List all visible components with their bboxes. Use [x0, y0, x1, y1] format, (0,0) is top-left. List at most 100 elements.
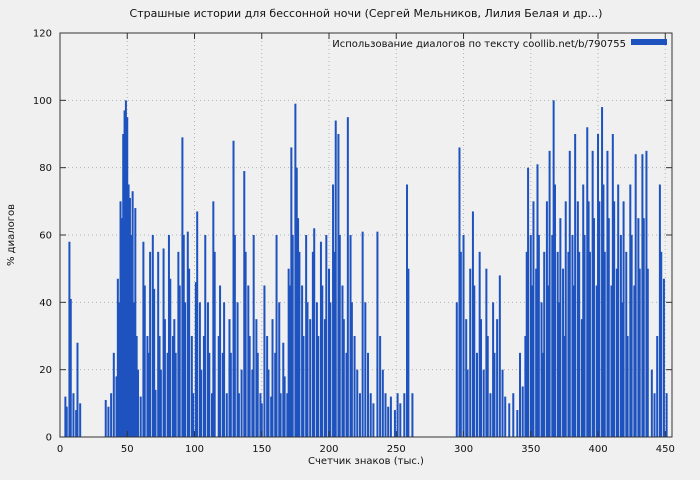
bar — [602, 184, 605, 437]
bar — [107, 406, 110, 437]
bar — [243, 171, 246, 438]
bar — [574, 134, 577, 437]
bar — [325, 235, 328, 437]
bar — [349, 235, 352, 437]
bar — [364, 302, 367, 437]
bar — [232, 140, 235, 437]
bar — [381, 369, 384, 437]
bar — [169, 278, 172, 437]
bar — [64, 396, 67, 437]
bar — [173, 319, 176, 437]
bar — [122, 134, 125, 437]
bar — [237, 393, 240, 437]
bar — [564, 201, 567, 437]
bar — [68, 241, 71, 437]
bar — [297, 218, 300, 437]
bar — [123, 110, 126, 437]
bar — [206, 302, 209, 437]
bar — [645, 150, 648, 438]
bar — [149, 251, 152, 437]
bar — [466, 369, 469, 437]
y-tick-label: 120 — [33, 29, 52, 40]
bar — [177, 251, 180, 437]
bar — [182, 235, 185, 437]
bar — [384, 393, 387, 437]
bar — [356, 369, 359, 437]
bar — [110, 393, 113, 437]
bar — [638, 268, 641, 437]
bar — [455, 302, 458, 437]
bar — [516, 410, 519, 437]
y-tick-label: 0 — [46, 433, 52, 444]
bar — [532, 201, 535, 437]
bar — [535, 268, 538, 437]
bar — [208, 352, 211, 437]
bar — [143, 285, 146, 437]
bar — [287, 268, 290, 437]
bar — [540, 302, 543, 437]
bar — [188, 268, 191, 437]
bar — [317, 336, 320, 437]
bar — [529, 235, 532, 437]
bar — [650, 369, 653, 437]
bar — [259, 393, 262, 437]
bar — [118, 302, 121, 437]
bar — [625, 251, 628, 437]
bar — [251, 369, 254, 437]
bar — [459, 251, 462, 437]
x-tick-label: 400 — [588, 444, 607, 455]
bar — [556, 251, 559, 437]
bar — [521, 386, 524, 437]
bar — [139, 396, 142, 437]
bar — [458, 147, 461, 437]
bar — [126, 117, 129, 438]
bar — [471, 211, 474, 437]
bar — [221, 352, 224, 437]
bar — [615, 268, 618, 437]
bar — [346, 117, 349, 438]
bar — [219, 285, 222, 437]
bar — [174, 352, 177, 437]
bar — [212, 201, 215, 437]
bar — [610, 285, 613, 437]
bar — [295, 167, 298, 437]
bar — [283, 376, 286, 437]
bar — [641, 154, 644, 437]
bar — [154, 389, 157, 437]
bar — [65, 406, 68, 437]
bar — [619, 235, 622, 437]
bar — [332, 184, 335, 437]
bar — [228, 319, 231, 437]
bar — [321, 285, 324, 437]
bar — [196, 211, 199, 437]
bar — [279, 393, 282, 437]
bar — [328, 268, 331, 437]
y-axis-label: % диалогов — [6, 204, 17, 266]
bar — [131, 191, 134, 437]
bar — [223, 302, 226, 437]
bar — [558, 302, 561, 437]
bar — [660, 251, 663, 437]
bar — [157, 251, 160, 437]
axes-layer: 0 50 100 150 200 250 300 350 400 450 0 20 40 60 80 100 1… — [33, 29, 675, 456]
y-tick-label: 80 — [39, 163, 52, 174]
bar — [665, 393, 668, 437]
bar — [301, 285, 304, 437]
bar — [271, 319, 274, 437]
bar — [116, 278, 119, 437]
bar — [403, 393, 406, 437]
bar — [621, 302, 624, 437]
bar — [178, 285, 181, 437]
bar — [267, 369, 270, 437]
bar — [545, 201, 548, 437]
bar — [104, 399, 107, 437]
bar — [137, 369, 140, 437]
y-tick-label: 60 — [39, 231, 52, 242]
y-tick-label: 100 — [33, 96, 52, 107]
bar — [236, 302, 239, 437]
bar — [508, 403, 511, 437]
bar — [162, 248, 165, 437]
bar — [603, 251, 606, 437]
bar — [225, 393, 228, 437]
